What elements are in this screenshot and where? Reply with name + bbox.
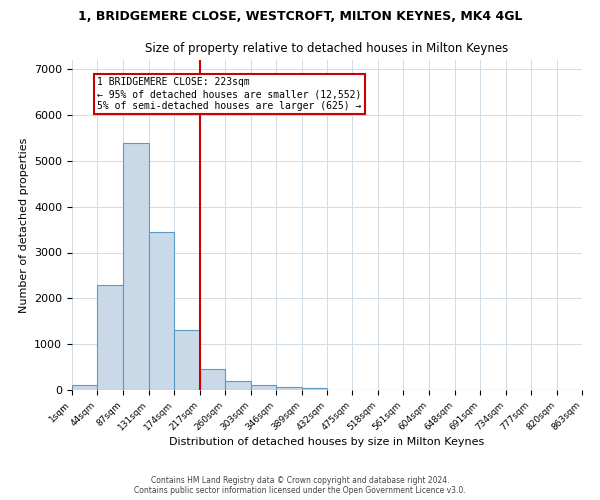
Text: 1 BRIDGEMERE CLOSE: 223sqm
← 95% of detached houses are smaller (12,552)
5% of s: 1 BRIDGEMERE CLOSE: 223sqm ← 95% of deta…: [97, 78, 362, 110]
Bar: [175, 330, 200, 390]
Bar: [251, 386, 276, 390]
Text: Contains HM Land Registry data © Crown copyright and database right 2024.
Contai: Contains HM Land Registry data © Crown c…: [134, 476, 466, 495]
Bar: [97, 284, 123, 390]
Text: 1, BRIDGEMERE CLOSE, WESTCROFT, MILTON KEYNES, MK4 4GL: 1, BRIDGEMERE CLOSE, WESTCROFT, MILTON K…: [78, 10, 522, 23]
Bar: [225, 381, 251, 390]
Bar: [72, 386, 97, 390]
X-axis label: Distribution of detached houses by size in Milton Keynes: Distribution of detached houses by size …: [169, 438, 485, 448]
Bar: [276, 387, 302, 390]
Bar: [200, 369, 225, 390]
Y-axis label: Number of detached properties: Number of detached properties: [19, 138, 29, 312]
Bar: [149, 232, 175, 390]
Title: Size of property relative to detached houses in Milton Keynes: Size of property relative to detached ho…: [145, 42, 509, 54]
Bar: [123, 142, 149, 390]
Bar: [302, 388, 327, 390]
